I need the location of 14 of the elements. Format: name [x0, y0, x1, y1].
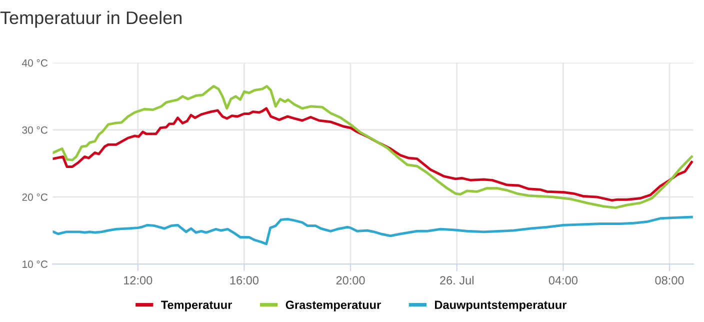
y-tick-label: 20 °C — [22, 193, 48, 201]
x-tick-label: 12:00 — [124, 276, 152, 285]
x-tick-label: 08:00 — [655, 276, 684, 285]
legend-label: Grastemperatuur — [286, 300, 381, 312]
x-tick-label: 04:00 — [548, 276, 578, 285]
chart-title: Temperatuur in Deelen — [0, 10, 182, 28]
y-tick-label: 30 °C — [22, 126, 48, 134]
x-tick-label: 16:00 — [230, 276, 259, 285]
y-tick-label: 40 °C — [22, 59, 48, 67]
x-tick-label: 26. Jul — [440, 276, 474, 285]
x-tick-label: 20:00 — [336, 276, 365, 285]
legend-label: Temperatuur — [161, 300, 232, 312]
legend-label: Dauwpuntstemperatuur — [435, 300, 567, 312]
y-tick-label: 10 °C — [22, 260, 48, 268]
